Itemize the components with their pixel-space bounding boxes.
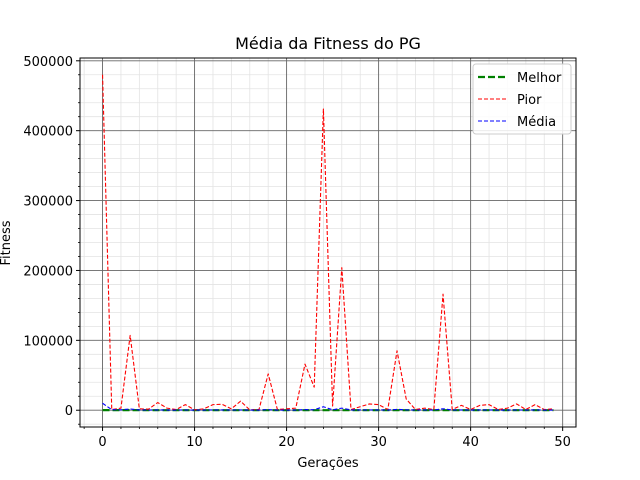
chart-title: Média da Fitness do PG	[235, 34, 421, 53]
x-tick-label: 0	[98, 435, 106, 450]
legend-label: Melhor	[517, 71, 562, 86]
axis-ticks: 0 10 20 30 40 50 0 100000 200000 300000 400000 5000…	[23, 55, 571, 450]
x-axis-label: Gerações	[297, 456, 358, 471]
y-axis-label: Fitness	[0, 220, 14, 265]
legend: Melhor Pior Média	[472, 63, 572, 135]
y-tick-label: 100000	[23, 334, 73, 349]
x-tick-label: 20	[278, 435, 295, 450]
y-tick-label: 0	[65, 404, 73, 419]
y-tick-label: 200000	[23, 264, 73, 279]
legend-label: Média	[517, 115, 556, 130]
x-tick-label: 30	[370, 435, 387, 450]
series-line-pior	[101, 74, 554, 411]
y-tick-label: 300000	[23, 195, 73, 210]
legend-label: Pior	[517, 93, 542, 108]
x-tick-label: 50	[554, 435, 571, 450]
legend-box	[472, 63, 572, 135]
y-tick-label: 400000	[23, 125, 73, 140]
x-tick-label: 10	[186, 435, 203, 450]
x-tick-label: 40	[462, 435, 479, 450]
series-line-m-dia	[102, 402, 554, 411]
y-tick-label: 500000	[23, 55, 73, 70]
series-layer	[101, 74, 554, 412]
